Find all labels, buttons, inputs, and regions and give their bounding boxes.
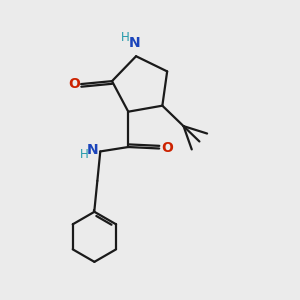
Text: H: H — [121, 31, 129, 44]
Text: O: O — [68, 77, 80, 91]
Text: N: N — [87, 143, 99, 157]
Text: H: H — [80, 148, 88, 161]
Text: O: O — [161, 142, 173, 155]
Text: N: N — [129, 36, 140, 50]
